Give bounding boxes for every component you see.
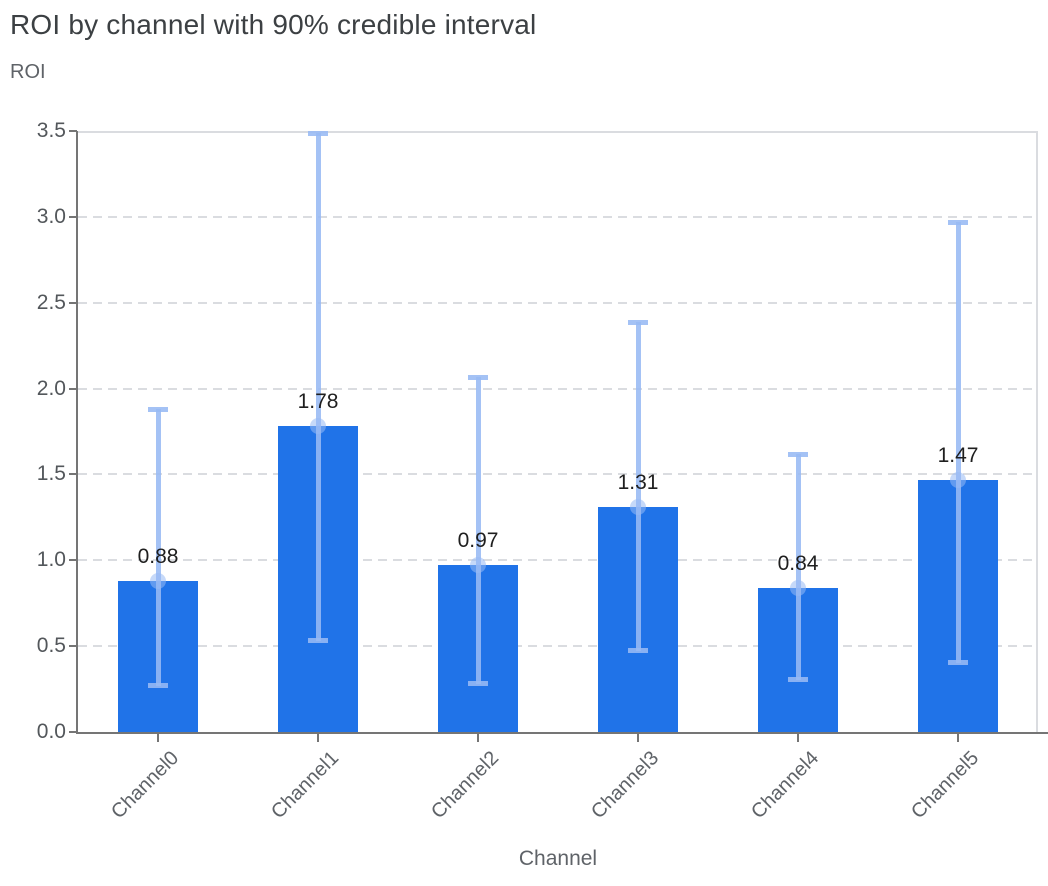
- y-tick-mark: [69, 215, 77, 218]
- y-axis-line: [76, 131, 78, 734]
- y-tick-mark: [69, 559, 77, 562]
- credible-interval-line: [155, 409, 161, 686]
- x-tick-mark: [477, 734, 479, 742]
- x-tick-mark: [157, 734, 159, 742]
- credible-interval-cap-bottom: [788, 677, 808, 683]
- y-tick-label: 0.5: [36, 634, 66, 658]
- y-tick-label: 1.5: [36, 462, 66, 486]
- y-tick-mark: [69, 645, 77, 648]
- y-tick-mark: [69, 301, 77, 304]
- gridline: [78, 215, 1038, 218]
- x-category-label: Channel1: [267, 747, 344, 824]
- x-tick-mark: [957, 734, 959, 742]
- credible-interval-line: [635, 321, 641, 652]
- x-tick-mark: [317, 734, 319, 742]
- bar-value-label: 0.84: [777, 551, 819, 575]
- credible-interval-cap-bottom: [148, 682, 168, 688]
- plot-frame-top: [78, 131, 1038, 133]
- credible-interval-cap-bottom: [468, 680, 488, 686]
- credible-interval-cap-top: [788, 451, 808, 457]
- x-tick-mark: [797, 734, 799, 742]
- plot-frame-right: [1036, 131, 1038, 732]
- bar-value-label: 1.47: [937, 443, 979, 467]
- x-tick-mark: [637, 734, 639, 742]
- mean-marker: [310, 418, 326, 435]
- bar-value-label: 1.78: [297, 390, 339, 414]
- y-tick-mark: [69, 473, 77, 476]
- x-axis-line: [76, 732, 1048, 734]
- credible-interval-line: [315, 132, 321, 641]
- credible-interval-line: [955, 222, 961, 664]
- credible-interval-cap-bottom: [948, 660, 968, 666]
- mean-marker: [630, 499, 646, 516]
- mean-marker: [150, 572, 166, 589]
- chart-title: ROI by channel with 90% credible interva…: [10, 9, 537, 40]
- y-tick-label: 0.0: [36, 720, 66, 743]
- x-category-label: Channel2: [427, 747, 504, 824]
- x-axis-title: Channel: [518, 847, 598, 870]
- mean-marker: [790, 579, 806, 596]
- x-category-label: Channel4: [747, 747, 824, 824]
- credible-interval-cap-top: [148, 407, 168, 413]
- plot-area: 0.88 1.78 0.97 1.31 0.84 1.47: [78, 130, 1038, 732]
- y-tick-mark: [69, 731, 77, 733]
- credible-interval-cap-bottom: [628, 648, 648, 654]
- x-category-label: Channel0: [107, 747, 184, 824]
- mean-marker: [470, 557, 486, 574]
- gridline: [78, 559, 1038, 562]
- bar-value-label: 1.31: [617, 471, 659, 495]
- gridline: [78, 387, 1038, 390]
- bar-value-label: 0.97: [457, 529, 499, 553]
- mean-marker: [950, 471, 966, 488]
- x-category-label: Channel3: [587, 747, 664, 824]
- y-axis-title: ROI: [10, 61, 46, 83]
- credible-interval-cap-top: [308, 130, 328, 136]
- gridline: [78, 301, 1038, 304]
- credible-interval-cap-top: [628, 319, 648, 325]
- y-tick-label: 1.0: [36, 548, 66, 572]
- credible-interval-cap-bottom: [308, 637, 328, 643]
- y-tick-label: 2.0: [36, 376, 66, 400]
- y-tick-label: 3.0: [36, 204, 66, 228]
- y-tick-label: 3.5: [36, 119, 66, 142]
- gridline: [78, 473, 1038, 476]
- y-tick-mark: [69, 387, 77, 390]
- credible-interval-line: [475, 376, 481, 684]
- credible-interval-cap-top: [468, 374, 488, 380]
- y-tick-label: 2.5: [36, 290, 66, 314]
- credible-interval-cap-top: [948, 220, 968, 225]
- bar-value-label: 0.88: [137, 544, 179, 568]
- y-tick-mark: [69, 130, 77, 132]
- credible-interval-line: [795, 453, 801, 681]
- gridline: [78, 645, 1038, 648]
- x-category-label: Channel5: [907, 747, 984, 824]
